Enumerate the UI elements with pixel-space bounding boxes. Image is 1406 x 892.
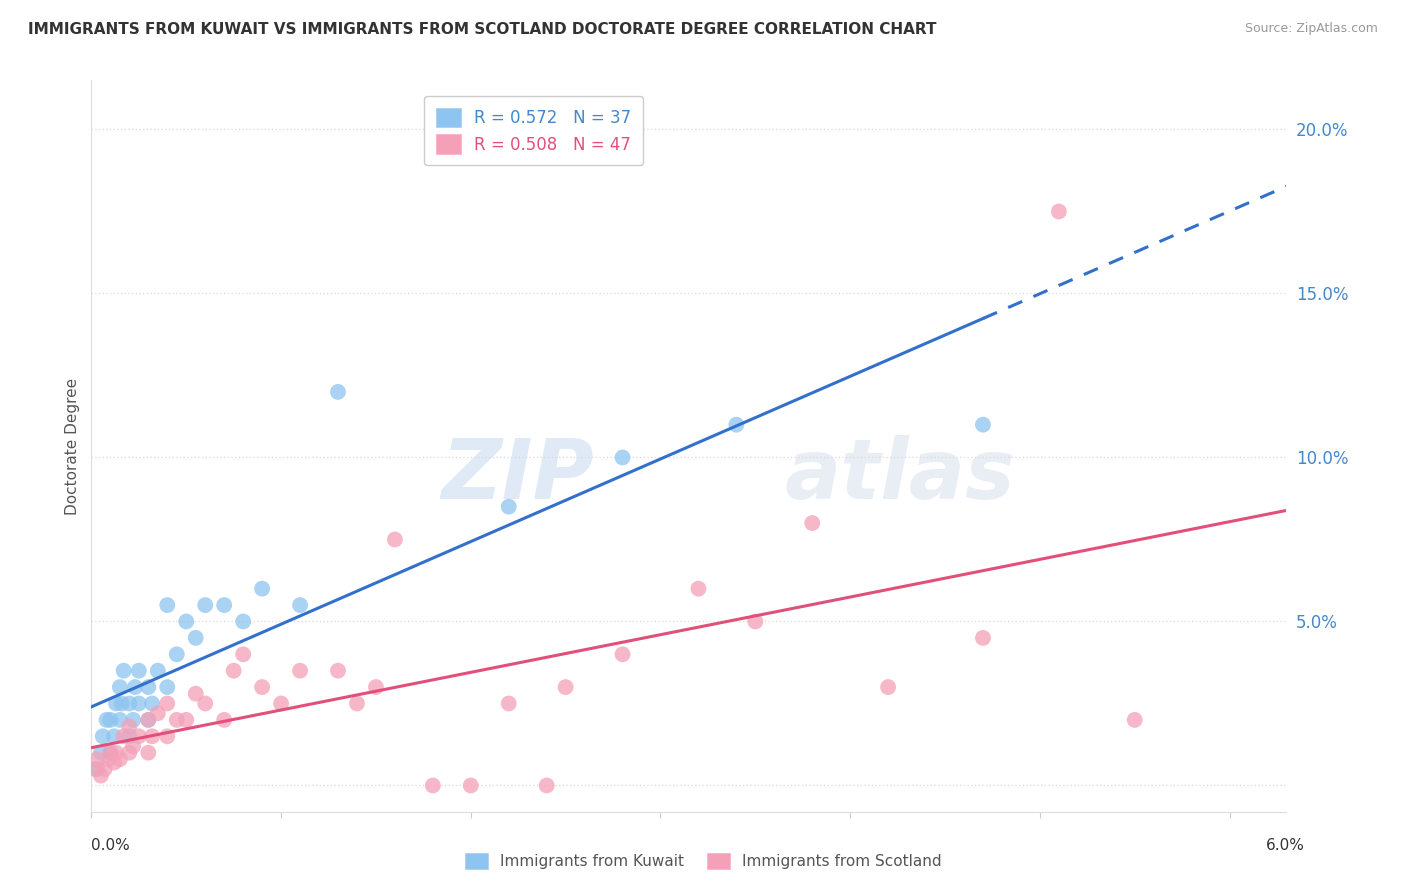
Legend: Immigrants from Kuwait, Immigrants from Scotland: Immigrants from Kuwait, Immigrants from … (458, 847, 948, 875)
Point (972, 417, 994, 432)
Point (118, 697, 141, 711)
Point (118, 729, 141, 743)
Point (156, 729, 179, 743)
Point (91, 729, 114, 743)
Point (688, 582, 710, 596)
Point (111, 697, 134, 711)
Point (554, 680, 576, 694)
Point (184, 631, 207, 645)
Point (118, 719, 141, 733)
Point (326, 664, 349, 678)
Point (194, 598, 217, 612)
Point (136, 713, 159, 727)
Text: Source: ZipAtlas.com: Source: ZipAtlas.com (1244, 22, 1378, 36)
Point (156, 598, 179, 612)
Point (1123, 713, 1146, 727)
Point (422, 779, 444, 793)
Point (108, 752, 131, 766)
Point (270, 697, 292, 711)
Point (166, 647, 188, 661)
Point (384, 533, 406, 547)
Point (288, 664, 311, 678)
Point (877, 680, 900, 694)
Point (222, 664, 245, 678)
Point (801, 516, 824, 530)
Point (108, 713, 131, 727)
Point (460, 779, 482, 793)
Point (346, 697, 368, 711)
Point (136, 713, 159, 727)
Point (90, 746, 112, 760)
Point (96, 713, 118, 727)
Point (90, 769, 112, 783)
Point (84, 762, 107, 776)
Point (194, 697, 217, 711)
Point (103, 756, 125, 770)
Point (103, 729, 125, 743)
Point (498, 500, 520, 514)
Text: 0.0%: 0.0% (91, 838, 131, 853)
Point (250, 680, 273, 694)
Point (98, 746, 121, 760)
Point (108, 680, 131, 694)
Point (128, 729, 150, 743)
Y-axis label: Doctorate Degree: Doctorate Degree (65, 377, 80, 515)
Point (112, 729, 135, 743)
Point (105, 746, 128, 760)
Point (146, 664, 169, 678)
Point (232, 615, 254, 629)
Text: IMMIGRANTS FROM KUWAIT VS IMMIGRANTS FROM SCOTLAND DOCTORATE DEGREE CORRELATION : IMMIGRANTS FROM KUWAIT VS IMMIGRANTS FRO… (28, 22, 936, 37)
Point (146, 706, 169, 721)
Point (1047, 204, 1070, 219)
Point (97, 752, 120, 766)
Text: ZIP: ZIP (440, 434, 593, 516)
Point (105, 697, 128, 711)
Point (118, 746, 141, 760)
Point (612, 647, 634, 661)
Point (112, 664, 135, 678)
Text: atlas: atlas (785, 434, 1015, 516)
Point (141, 729, 163, 743)
Point (166, 713, 188, 727)
Point (498, 697, 520, 711)
Point (86, 762, 108, 776)
Point (612, 450, 634, 465)
Point (124, 680, 146, 694)
Point (156, 680, 179, 694)
Point (174, 615, 197, 629)
Point (141, 697, 163, 711)
Point (212, 598, 235, 612)
Point (744, 615, 766, 629)
Point (136, 680, 159, 694)
Point (212, 713, 235, 727)
Point (128, 664, 150, 678)
Point (136, 746, 159, 760)
Point (86, 752, 108, 766)
Point (93, 762, 115, 776)
Point (184, 687, 207, 701)
Point (536, 779, 558, 793)
Point (232, 647, 254, 661)
Point (98, 746, 121, 760)
Legend: R = 0.572   N = 37, R = 0.508   N = 47: R = 0.572 N = 37, R = 0.508 N = 47 (425, 96, 643, 165)
Point (725, 417, 748, 432)
Point (364, 680, 387, 694)
Point (250, 582, 273, 596)
Point (972, 631, 994, 645)
Point (174, 713, 197, 727)
Point (98, 713, 121, 727)
Point (288, 598, 311, 612)
Text: 6.0%: 6.0% (1265, 838, 1305, 853)
Point (326, 384, 349, 399)
Point (128, 697, 150, 711)
Point (156, 697, 179, 711)
Point (122, 713, 145, 727)
Point (122, 739, 145, 753)
